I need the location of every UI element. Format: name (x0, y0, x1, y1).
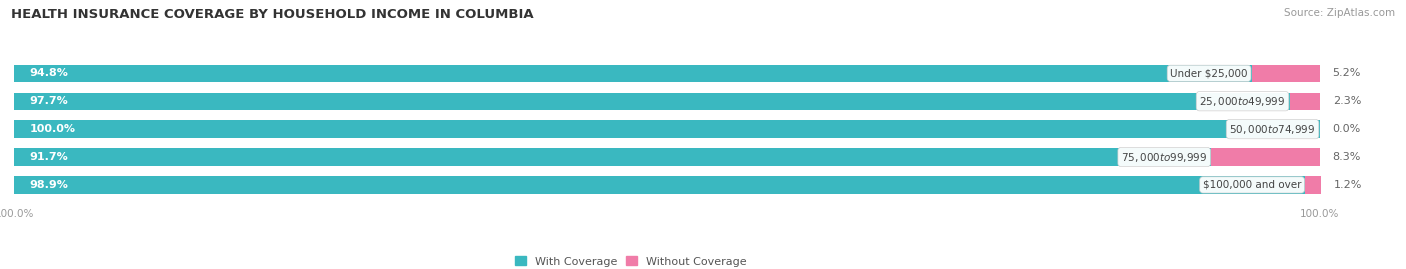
Bar (1212, 148, 1320, 166)
Bar (14, 65, 1320, 82)
Text: 1.2%: 1.2% (1334, 180, 1362, 190)
Text: 8.3%: 8.3% (1333, 152, 1361, 162)
Text: 100.0%: 100.0% (30, 124, 76, 134)
Text: 97.7%: 97.7% (30, 96, 69, 106)
Text: $75,000 to $99,999: $75,000 to $99,999 (1121, 151, 1208, 164)
Text: 91.7%: 91.7% (30, 152, 69, 162)
Text: $100,000 and over: $100,000 and over (1204, 180, 1302, 190)
Text: 98.9%: 98.9% (30, 180, 69, 190)
Bar (14, 65, 1251, 82)
Bar (1289, 93, 1320, 110)
Bar (14, 93, 1320, 110)
Text: 2.3%: 2.3% (1333, 96, 1361, 106)
Text: $50,000 to $74,999: $50,000 to $74,999 (1229, 123, 1316, 136)
Text: 0.0%: 0.0% (1333, 124, 1361, 134)
Bar (14, 93, 1289, 110)
Text: HEALTH INSURANCE COVERAGE BY HOUSEHOLD INCOME IN COLUMBIA: HEALTH INSURANCE COVERAGE BY HOUSEHOLD I… (11, 8, 534, 21)
Bar (1251, 65, 1320, 82)
Bar (14, 148, 1320, 166)
Bar (14, 176, 1305, 194)
Bar (14, 121, 1320, 138)
Text: 94.8%: 94.8% (30, 68, 69, 78)
Bar (14, 148, 1212, 166)
Text: $25,000 to $49,999: $25,000 to $49,999 (1199, 95, 1285, 108)
Bar (14, 121, 1320, 138)
Text: Source: ZipAtlas.com: Source: ZipAtlas.com (1284, 8, 1395, 18)
Text: 5.2%: 5.2% (1333, 68, 1361, 78)
Bar (14, 176, 1320, 194)
Legend: With Coverage, Without Coverage: With Coverage, Without Coverage (515, 256, 747, 267)
Bar (1305, 176, 1322, 194)
Text: Under $25,000: Under $25,000 (1170, 68, 1249, 78)
